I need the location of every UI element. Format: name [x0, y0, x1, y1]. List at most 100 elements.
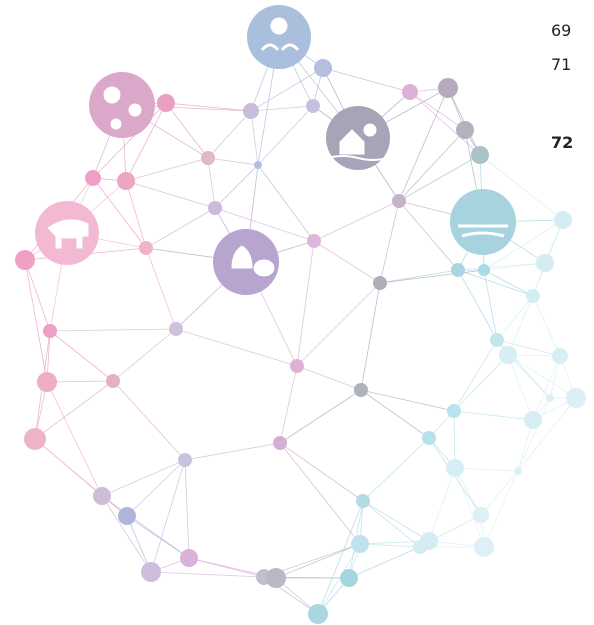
edge [214, 207, 315, 242]
node [438, 78, 458, 98]
edge [457, 262, 546, 271]
node [93, 487, 111, 505]
virus-icon [128, 103, 142, 117]
virus-icon [110, 118, 122, 130]
edge [165, 102, 252, 112]
page-number: 72 [551, 133, 573, 152]
edge [483, 219, 564, 271]
node [447, 404, 461, 418]
node [118, 507, 136, 525]
node [446, 459, 464, 477]
node [106, 374, 120, 388]
node [314, 59, 332, 77]
edge [428, 467, 456, 542]
edge [453, 339, 498, 412]
edge [507, 354, 534, 421]
edge [126, 515, 152, 573]
node [157, 94, 175, 112]
edge [296, 365, 362, 391]
edge [24, 259, 51, 332]
edge [453, 354, 509, 412]
edge [457, 269, 498, 341]
node [546, 394, 554, 402]
edge [125, 180, 216, 209]
edge [362, 500, 421, 548]
edge [348, 546, 421, 579]
node [201, 151, 215, 165]
node [178, 453, 192, 467]
edge [479, 154, 564, 221]
edge [49, 330, 114, 382]
edge [112, 380, 186, 461]
edge [92, 102, 167, 179]
edge [207, 157, 259, 166]
edge [101, 459, 186, 497]
edge [145, 207, 216, 249]
node [37, 372, 57, 392]
node [243, 103, 259, 119]
edge [313, 200, 400, 242]
edge [480, 470, 519, 516]
page-number: 71 [551, 55, 571, 74]
edge [453, 410, 456, 469]
node [340, 569, 358, 587]
edge [279, 442, 364, 502]
edge [92, 177, 147, 249]
edge [175, 328, 298, 367]
edge [517, 397, 577, 472]
edge [250, 67, 324, 112]
sea-icon [458, 224, 508, 238]
node [351, 535, 369, 553]
node [180, 549, 198, 567]
coins-icon [253, 259, 275, 277]
edge [214, 164, 259, 209]
node [552, 348, 568, 364]
node [169, 322, 183, 336]
edge [296, 282, 381, 367]
node [473, 507, 489, 523]
node [290, 359, 304, 373]
edge [46, 380, 114, 383]
edge [145, 247, 177, 330]
nodes [15, 5, 586, 624]
edge [257, 105, 314, 166]
edge [257, 164, 315, 242]
node [139, 241, 153, 255]
edge [398, 87, 449, 202]
node [354, 383, 368, 397]
node [490, 333, 504, 347]
node [392, 194, 406, 208]
edge [507, 354, 551, 399]
person-icon [363, 123, 377, 137]
node [514, 467, 522, 475]
edge [507, 295, 534, 356]
edge [101, 495, 152, 573]
edge [126, 515, 190, 559]
edge [46, 381, 103, 497]
node [85, 170, 101, 186]
node [451, 263, 465, 277]
edge [496, 339, 561, 357]
virus-icon [103, 86, 121, 104]
edge [409, 91, 481, 156]
edge [398, 129, 466, 202]
edge [362, 437, 430, 502]
edge [24, 259, 48, 383]
node [499, 346, 517, 364]
sun-icon [270, 17, 288, 35]
edge [49, 328, 177, 332]
edge [532, 355, 561, 421]
edge [150, 459, 186, 573]
bag-icon [231, 245, 253, 269]
node [373, 276, 387, 290]
node [422, 431, 436, 445]
node [141, 562, 161, 582]
node [456, 121, 474, 139]
edge [125, 102, 167, 182]
edge [125, 180, 147, 249]
edge [398, 154, 481, 202]
edge [360, 389, 455, 412]
node [273, 436, 287, 450]
edge [517, 397, 551, 472]
